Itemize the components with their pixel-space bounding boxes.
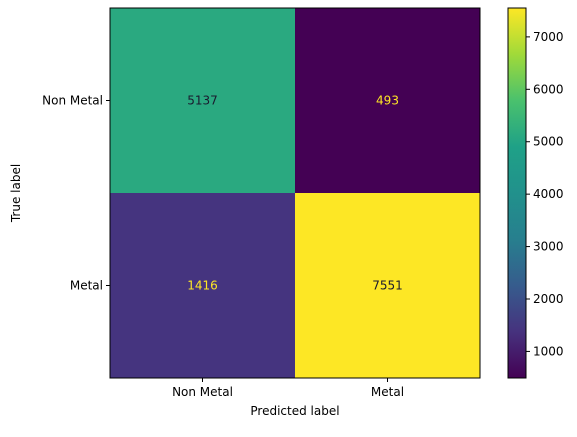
cell-value-label: 5137 [187,94,218,108]
y-tick-label: Metal [70,279,103,293]
heatmap-cell-labels: 5137 493 1416 7551 [187,94,403,293]
heatmap-cell [295,193,480,378]
colorbar-tick-label: 5000 [533,135,564,149]
cell-value-label: 7551 [372,279,403,293]
plot-frame [109,7,481,379]
x-tick-label: Metal [371,385,404,399]
colorbar-gradient [507,7,527,379]
colorbar-tick-label: 1000 [533,344,564,358]
cell-value-label: 493 [376,94,399,108]
colorbar-tick-label: 6000 [533,82,564,96]
colorbar-tick-label: 7000 [533,30,564,44]
colorbar-tick-label: 2000 [533,292,564,306]
colorbar-tick-label: 4000 [533,187,564,201]
heatmap-cells [110,8,480,378]
x-axis: Non Metal Metal [172,378,404,399]
colorbar: 1000 2000 3000 4000 5000 6000 7000 [507,7,564,379]
heatmap-cell [110,193,295,378]
x-axis-label: Predicted label [250,404,339,418]
heatmap-cell [295,8,480,193]
y-axis-label: True label [9,164,23,223]
heatmap-cell [110,8,295,193]
y-tick-label: Non Metal [42,94,103,108]
cell-value-label: 1416 [187,279,218,293]
x-tick-label: Non Metal [172,385,233,399]
colorbar-tick-label: 3000 [533,240,564,254]
colorbar-ticks: 1000 2000 3000 4000 5000 6000 7000 [526,30,564,358]
y-axis: Non Metal Metal [42,94,110,293]
